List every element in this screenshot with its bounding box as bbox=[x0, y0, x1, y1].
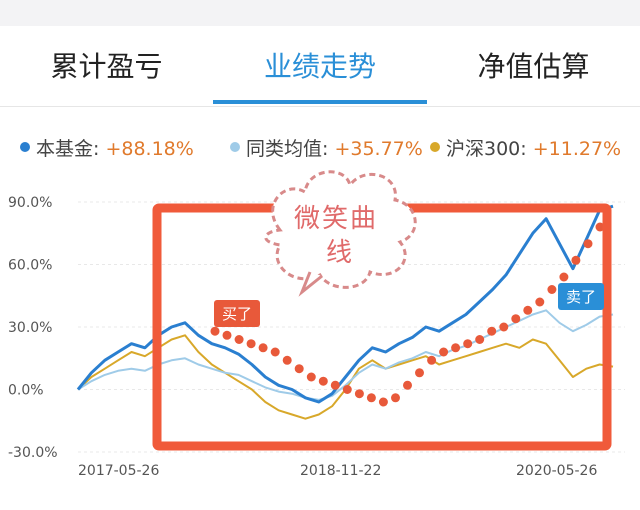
marker-point bbox=[583, 239, 593, 249]
marker-point bbox=[270, 347, 280, 357]
marker-point bbox=[403, 380, 412, 390]
legend-label-csi300: 沪深300: bbox=[446, 138, 527, 160]
tab-performance-trend[interactable]: 业绩走势 bbox=[263, 50, 376, 83]
marker-point bbox=[210, 326, 220, 336]
marker-point bbox=[342, 385, 352, 394]
marker-point bbox=[571, 255, 581, 265]
marker-point bbox=[451, 343, 461, 353]
buy-sell-markers bbox=[210, 222, 605, 407]
cloud-text-line1: 微笑曲 bbox=[294, 204, 379, 234]
tab-nav-estimate[interactable]: 净值估算 bbox=[477, 50, 590, 83]
y-tick-label: -30.0% bbox=[8, 445, 58, 461]
cloud-text-line2: 线 bbox=[326, 238, 355, 268]
legend-value-fund: +88.18% bbox=[105, 138, 194, 160]
legend-dot-fund bbox=[20, 142, 30, 152]
chart-legend: 本基金: +88.18% 同类均值: +35.77% 沪深300: +11.27… bbox=[20, 134, 640, 162]
top-strip bbox=[0, 0, 640, 26]
marker-point bbox=[547, 285, 557, 294]
marker-point bbox=[282, 355, 292, 365]
marker-point bbox=[487, 326, 497, 336]
marker-point bbox=[306, 372, 316, 382]
marker-point bbox=[366, 393, 376, 403]
legend-dot-peer-avg bbox=[230, 142, 240, 152]
legend-value-csi300: +11.27% bbox=[532, 138, 622, 160]
x-tick-label: 2020-05-26 bbox=[516, 463, 597, 479]
x-tick-label: 2017-05-26 bbox=[78, 463, 159, 479]
legend-dot-csi300 bbox=[430, 142, 440, 152]
performance-chart[interactable]: 90.0% 60.0% 30.0% 0.0% -30.0% 2017-05-26 2018… bbox=[0, 170, 640, 500]
y-tick-label: 60.0% bbox=[8, 258, 52, 274]
marker-point bbox=[439, 347, 449, 357]
y-tick-label: 90.0% bbox=[8, 195, 52, 211]
marker-point bbox=[499, 322, 509, 332]
marker-point bbox=[391, 393, 400, 403]
legend-item-peer-avg[interactable]: 同类均值: +35.77% bbox=[230, 134, 423, 161]
y-axis-ticks: 90.0% 60.0% 30.0% 0.0% -30.0% bbox=[8, 195, 58, 461]
marker-point bbox=[463, 339, 473, 349]
marker-point bbox=[378, 397, 388, 407]
marker-point bbox=[318, 376, 328, 386]
marker-point bbox=[595, 222, 605, 232]
marker-point bbox=[294, 364, 304, 374]
y-tick-label: 0.0% bbox=[8, 383, 44, 399]
marker-point bbox=[511, 314, 521, 324]
x-axis-ticks: 2017-05-26 2018-11-22 2020-05-26 bbox=[78, 463, 597, 479]
buy-tag: 买了 bbox=[214, 300, 261, 327]
marker-point bbox=[258, 343, 268, 353]
legend-item-fund[interactable]: 本基金: +88.18% bbox=[20, 134, 194, 161]
legend-item-csi300[interactable]: 沪深300: +11.27% bbox=[430, 134, 621, 161]
marker-point bbox=[222, 330, 232, 340]
marker-point bbox=[559, 272, 569, 282]
divider bbox=[0, 106, 640, 107]
series-line-1 bbox=[77, 309, 614, 401]
y-tick-label: 30.0% bbox=[8, 320, 52, 336]
marker-point bbox=[330, 380, 340, 390]
marker-point bbox=[234, 335, 244, 344]
marker-point bbox=[354, 389, 364, 399]
marker-point bbox=[535, 297, 545, 307]
marker-point bbox=[475, 335, 485, 344]
marker-point bbox=[523, 305, 533, 315]
x-tick-label: 2018-11-22 bbox=[300, 463, 381, 479]
active-tab-indicator bbox=[213, 100, 427, 104]
marker-point bbox=[427, 355, 437, 365]
tab-bar: 累计盈亏 业绩走势 净值估算 bbox=[0, 26, 640, 108]
legend-value-peer-avg: +35.77% bbox=[334, 138, 423, 160]
marker-point bbox=[415, 368, 424, 378]
tab-cumulative-pnl[interactable]: 累计盈亏 bbox=[50, 50, 163, 83]
legend-label-peer-avg: 同类均值: bbox=[246, 138, 329, 160]
cloud-bubble bbox=[264, 170, 417, 297]
marker-point bbox=[246, 339, 256, 349]
legend-label-fund: 本基金: bbox=[36, 138, 100, 160]
sell-tag: 卖了 bbox=[558, 283, 605, 310]
series-line-0 bbox=[76, 204, 614, 404]
